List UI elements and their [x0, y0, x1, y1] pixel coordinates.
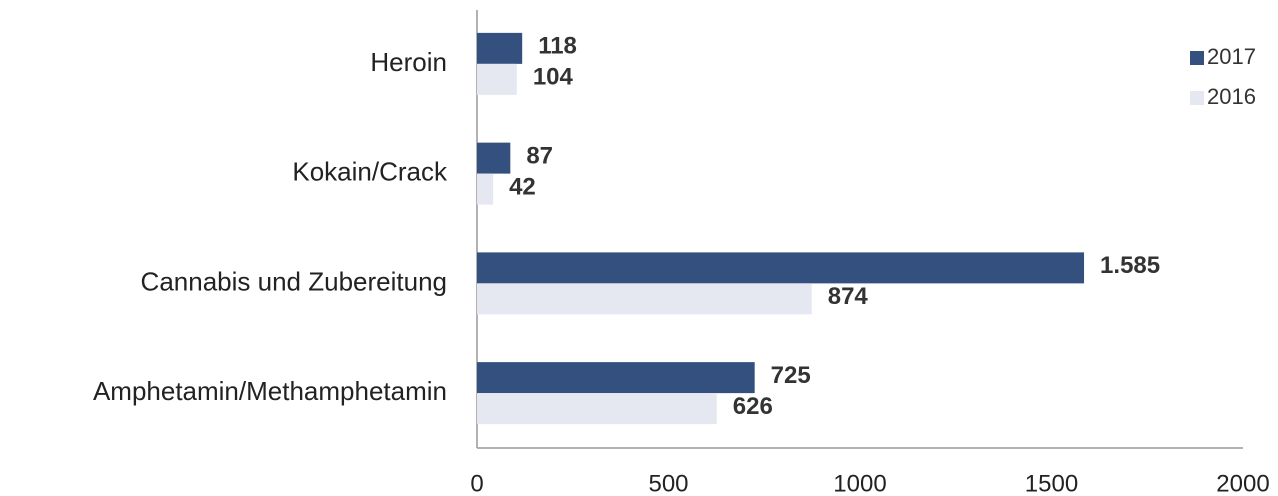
value-label: 1.585 [1100, 252, 1160, 279]
bar [477, 362, 755, 394]
legend-swatch [1190, 91, 1204, 105]
category-label: Kokain/Crack [292, 157, 448, 187]
value-label: 87 [526, 142, 553, 169]
category-label: Cannabis und Zubereitung [141, 266, 447, 296]
bar [477, 32, 523, 64]
value-label: 118 [538, 33, 577, 60]
legend-swatch [1190, 51, 1204, 65]
bar [477, 142, 511, 174]
value-label: 874 [828, 283, 869, 310]
category-label: Heroin [370, 47, 447, 77]
x-tick-label: 1000 [833, 470, 886, 496]
legend-label: 2017 [1207, 44, 1256, 69]
x-tick-label: 0 [470, 470, 483, 496]
bar [477, 252, 1085, 284]
value-label: 725 [771, 362, 811, 389]
x-tick-label: 500 [648, 470, 688, 496]
category-label: Amphetamin/Methamphetamin [93, 376, 447, 406]
bar [477, 63, 517, 95]
bar [477, 393, 717, 425]
bar [477, 283, 812, 315]
value-label: 104 [533, 64, 574, 91]
legend-label: 2016 [1207, 84, 1256, 109]
value-label: 626 [733, 393, 773, 420]
bar [477, 173, 494, 205]
value-label: 42 [509, 173, 536, 200]
x-tick-label: 1500 [1025, 470, 1078, 496]
x-tick-label: 2000 [1216, 470, 1269, 496]
